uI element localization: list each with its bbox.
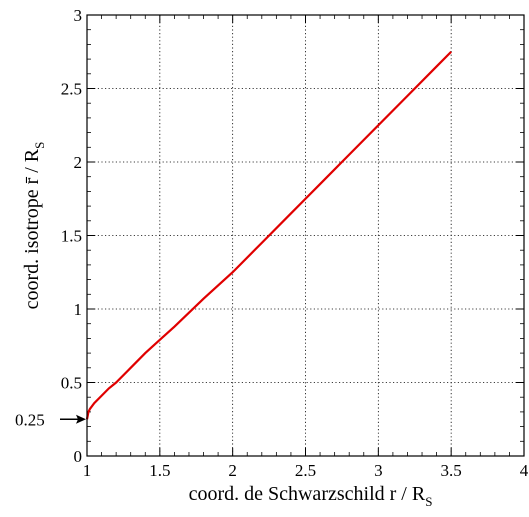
grid-lines — [87, 15, 524, 456]
x-tick-label: 1 — [83, 461, 92, 480]
axis-ticks — [86, 14, 525, 457]
tick-labels: 1 1.5 2 2.5 3 3.5 4 0 0.5 1 1.5 2 2.5 3 — [61, 6, 529, 480]
x-axis-label-subscript: S — [425, 494, 432, 509]
y-tick-label: 1.5 — [61, 227, 82, 246]
annotation-arrowhead — [76, 414, 86, 424]
plot-frame — [86, 14, 525, 457]
y-axis-label-subscript: S — [32, 142, 47, 149]
y-tick-label: 0.5 — [61, 374, 82, 393]
x-axis-label-main: coord. de Schwarzschild r / R — [189, 483, 426, 505]
y-tick-label: 2 — [74, 153, 83, 172]
x-tick-label: 2 — [228, 461, 237, 480]
annotation-0-25: 0.25 — [15, 410, 86, 429]
x-tick-label: 4 — [520, 461, 529, 480]
annotation-label: 0.25 — [15, 410, 45, 429]
x-axis-label: coord. de Schwarzschild r / RS — [189, 483, 433, 509]
y-axis-label: coord. isotrope r̄ / RS — [21, 142, 47, 310]
y-tick-label: 3 — [74, 6, 83, 25]
y-tick-label: 0 — [74, 447, 83, 466]
y-tick-label: 1 — [74, 300, 83, 319]
x-tick-label: 3 — [374, 461, 383, 480]
y-axis-label-main: coord. isotrope r̄ / R — [21, 148, 43, 309]
x-tick-label: 1.5 — [149, 461, 170, 480]
y-tick-label: 2.5 — [61, 80, 82, 99]
x-tick-label: 3.5 — [441, 461, 462, 480]
data-series-line — [85, 50, 452, 420]
x-tick-label: 2.5 — [295, 461, 316, 480]
